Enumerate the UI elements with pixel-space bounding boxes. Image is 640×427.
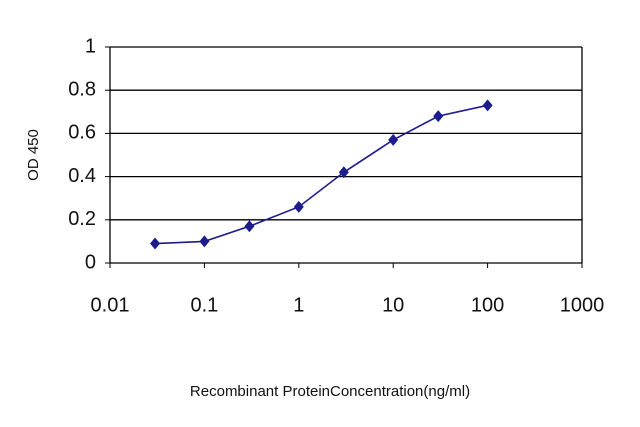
x-tick-label: 100 (471, 294, 504, 316)
series-line (155, 104, 488, 245)
y-tick-label: 0.2 (68, 208, 96, 230)
y-axis-title: OD 450 (25, 129, 42, 181)
marker (244, 220, 255, 233)
marker (293, 200, 304, 213)
marker (482, 99, 493, 112)
marker (388, 133, 399, 146)
marker (433, 110, 444, 123)
y-tick-label: 0 (85, 251, 96, 273)
x-axis-title: Recombinant ProteinConcentration(ng/ml) (190, 383, 470, 400)
marker (150, 237, 161, 250)
marker (338, 166, 349, 179)
x-tick-label: 1 (293, 294, 304, 316)
y-tick-label: 1 (85, 35, 96, 57)
marker (199, 235, 210, 248)
x-tick-label: 1000 (560, 294, 605, 316)
y-tick-label: 0.8 (68, 78, 96, 100)
x-tick-label: 0.01 (91, 294, 130, 316)
x-tick-label: 10 (382, 294, 404, 316)
y-tick-label: 0.6 (68, 122, 96, 144)
y-tick-label: 0.4 (68, 165, 96, 187)
x-tick-label: 0.1 (190, 294, 218, 316)
